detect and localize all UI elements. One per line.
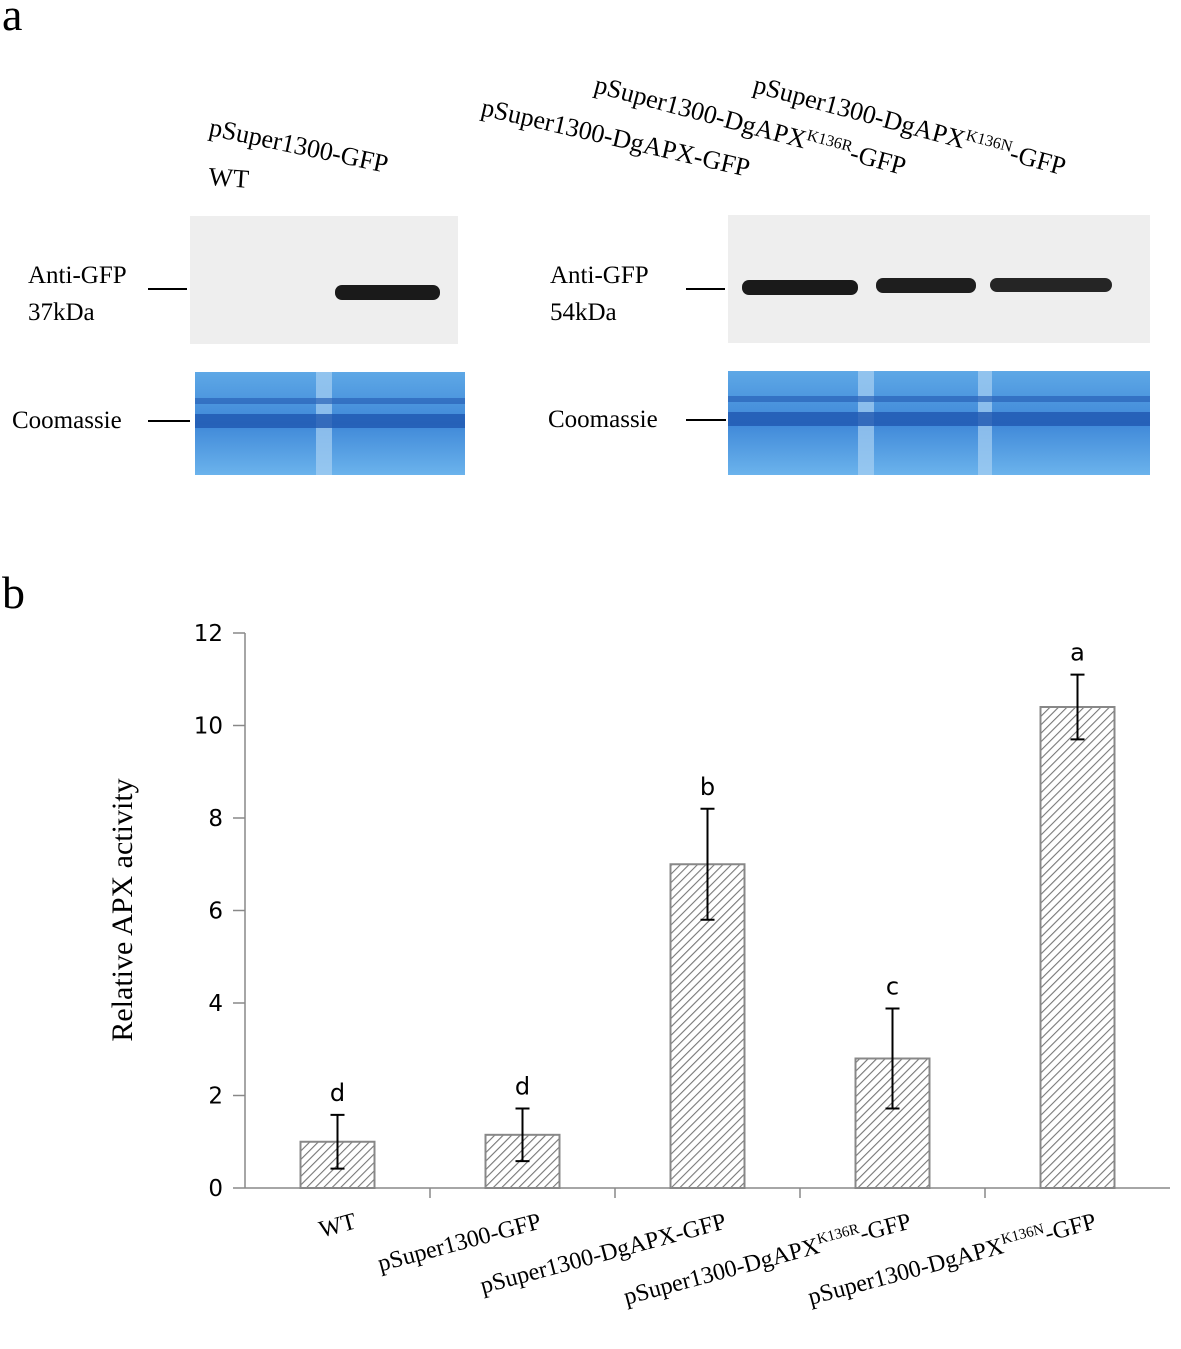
error-bar: [700, 807, 715, 921]
y-tick-label: 12: [194, 621, 223, 647]
size-label: 37kDa: [28, 299, 95, 326]
significance-letter: d: [330, 1079, 345, 1107]
significance-letter: a: [1070, 639, 1085, 667]
gel-band: [728, 396, 1150, 402]
y-tick-label: 2: [208, 1084, 223, 1110]
error-bar: [1070, 673, 1085, 741]
size-label: 54kDa: [550, 299, 617, 326]
error-bar: [330, 1113, 345, 1170]
panel-label: b: [2, 567, 25, 618]
x-tick-label: WT: [316, 1209, 359, 1244]
bar: [1039, 706, 1116, 1189]
y-tick-label: 8: [208, 806, 223, 832]
panel-label: a: [2, 0, 22, 40]
band: [990, 278, 1112, 292]
y-tick-label: 0: [208, 1176, 223, 1202]
gel-band: [195, 398, 465, 404]
blot-label: Anti-GFP: [28, 262, 127, 289]
y-tick-label: 4: [208, 991, 223, 1017]
significance-letter: d: [515, 1072, 530, 1100]
stain-label: Coomassie: [548, 406, 658, 433]
gel-band: [195, 414, 465, 428]
chart: 024681012WTdpSuper1300-GFPdpSuper1300-Dg…: [194, 621, 1170, 1311]
lane-label: WT: [208, 162, 250, 194]
blot: [190, 216, 458, 344]
stain-label: Coomassie: [12, 407, 122, 434]
band: [742, 280, 858, 295]
gel-band: [728, 412, 1150, 426]
error-bar: [885, 1007, 900, 1110]
significance-letter: b: [700, 773, 715, 801]
significance-letter: c: [886, 973, 899, 1001]
error-bar: [515, 1107, 530, 1163]
y-tick-label: 6: [208, 899, 223, 925]
band: [876, 278, 976, 293]
y-axis-label: Relative APX activity: [106, 778, 139, 1041]
blot-label: Anti-GFP: [550, 262, 649, 289]
band: [335, 285, 440, 300]
y-tick-label: 10: [194, 714, 223, 740]
